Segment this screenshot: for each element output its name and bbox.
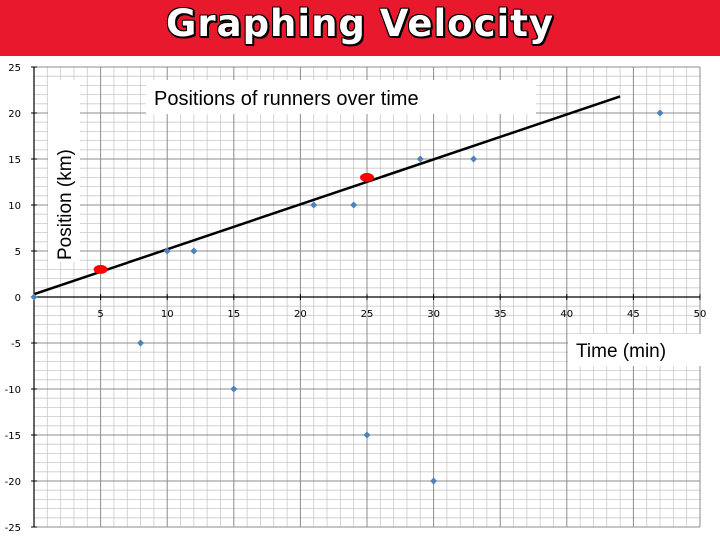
y-tick-label: -5 [11,339,21,350]
x-tick-label: 30 [427,309,440,320]
data-point [470,155,478,163]
data-points [30,109,664,485]
trend-line-segment [33,95,621,296]
chart-title-box [146,80,536,114]
x-tick-labels: 5 10 15 20 25 30 35 40 45 50 [97,309,706,320]
data-point [30,293,38,301]
slide-title: Graphing Velocity [165,2,555,45]
y-tick-label: -15 [5,431,21,442]
y-tick-label: -25 [5,523,21,534]
x-tick-label: 25 [361,309,374,320]
x-tick-label: 10 [161,309,174,320]
x-tick-label: 15 [227,309,240,320]
data-point [656,109,664,117]
y-tick-label: 25 [8,63,21,74]
y-tick-labels: 25 20 15 10 5 0 -5 -10 -15 -20 -25 [5,63,21,534]
data-point [310,201,318,209]
x-tick-label: 35 [494,309,507,320]
title-banner: Graphing Velocity [0,0,720,56]
highlighted-points [93,172,374,274]
data-point [190,247,198,255]
y-tick-label: 20 [8,109,21,120]
x-axis-label: Time (min) [576,341,666,362]
x-tick-label: 20 [294,309,307,320]
data-point [163,247,171,255]
data-point [363,431,371,439]
chart-title: Positions of runners over time [154,88,419,110]
data-point [430,477,438,485]
highlighted-point [93,264,108,274]
y-tick-label: 5 [15,247,21,258]
highlighted-point [360,172,374,182]
axes [31,66,701,528]
x-tick-label: 5 [97,309,103,320]
data-point [416,155,424,163]
x-tick-label: 45 [627,309,640,320]
data-point [350,201,358,209]
y-tick-label: 0 [15,293,21,304]
x-tick-label: 50 [694,309,707,320]
data-point [230,385,238,393]
trend-line [33,95,621,296]
data-point [137,339,145,347]
x-tick-label: 40 [560,309,573,320]
y-tick-label: -20 [5,477,21,488]
x-axis-label-box [568,334,702,366]
y-axis-label-box [48,80,80,262]
y-tick-label: 15 [8,155,21,166]
y-tick-label: 10 [8,201,21,212]
y-tick-label: -10 [5,385,21,396]
y-axis-label: Position (km) [55,149,76,260]
